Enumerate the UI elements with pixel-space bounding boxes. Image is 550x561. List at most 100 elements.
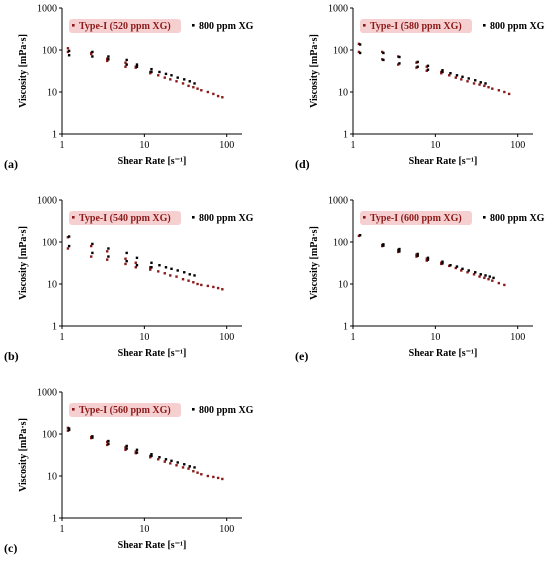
x-tick-label: 100 bbox=[510, 332, 525, 343]
data-point-type1 bbox=[454, 266, 457, 270]
data-point-type1 bbox=[206, 90, 210, 94]
data-point-type1 bbox=[196, 87, 199, 90]
chart-panel: 1 10 100 1000 1 10 100 Shear Rate [s⁻¹] Viscosit… bbox=[295, 196, 545, 364]
data-point-type1 bbox=[181, 466, 185, 469]
data-point-type1 bbox=[466, 271, 469, 274]
data-point-type1 bbox=[200, 473, 203, 476]
data-point-800ppm bbox=[150, 67, 153, 71]
x-tick-label: 100 bbox=[219, 524, 234, 535]
data-point-800ppm bbox=[135, 451, 139, 454]
data-point-800ppm bbox=[67, 49, 71, 53]
data-point-800ppm bbox=[382, 244, 385, 247]
y-tick-label: 1 bbox=[52, 514, 57, 525]
x-axis-title: Shear Rate [s⁻¹] bbox=[409, 348, 478, 359]
x-tick-label: 100 bbox=[219, 332, 234, 343]
legend-marker-type1 bbox=[72, 24, 75, 27]
data-point-800ppm bbox=[183, 463, 186, 466]
data-point-type1 bbox=[221, 477, 224, 481]
data-point-800ppm bbox=[461, 75, 464, 79]
y-tick-label: 10 bbox=[338, 280, 348, 291]
data-point-800ppm bbox=[107, 255, 110, 258]
x-axis-title: Shear Rate [s⁻¹] bbox=[118, 348, 187, 359]
data-point-type1 bbox=[89, 244, 93, 248]
data-point-type1 bbox=[497, 281, 501, 285]
y-axis-title: Viscosity [mPa·s] bbox=[309, 226, 320, 300]
data-point-800ppm bbox=[107, 247, 110, 250]
y-tick-label: 1000 bbox=[37, 196, 57, 207]
x-axis-title: Shear Rate [s⁻¹] bbox=[118, 156, 187, 167]
data-point-800ppm bbox=[467, 269, 470, 272]
data-point-type1 bbox=[212, 92, 215, 96]
data-point-800ppm bbox=[441, 260, 444, 263]
data-point-800ppm bbox=[188, 273, 191, 276]
data-point-type1 bbox=[187, 279, 190, 282]
data-point-800ppm bbox=[193, 274, 196, 277]
y-axis-title: Viscosity [mPa·s] bbox=[18, 418, 29, 492]
data-point-800ppm bbox=[107, 442, 110, 446]
data-point-type1 bbox=[187, 467, 190, 470]
data-point-type1 bbox=[163, 272, 166, 275]
data-point-800ppm bbox=[479, 81, 482, 84]
x-tick-label: 1 bbox=[60, 524, 65, 535]
y-tick-label: 1000 bbox=[328, 196, 348, 207]
legend-highlight bbox=[69, 403, 181, 417]
data-point-800ppm bbox=[67, 244, 71, 248]
data-point-800ppm bbox=[193, 466, 196, 469]
data-point-type1 bbox=[478, 83, 481, 86]
data-point-800ppm bbox=[426, 256, 430, 260]
legend-label-800ppm: 800 ppm XG bbox=[199, 21, 254, 32]
data-point-800ppm bbox=[135, 264, 139, 267]
panel-label: (b) bbox=[4, 349, 19, 363]
y-tick-label: 1 bbox=[52, 322, 57, 333]
y-tick-label: 1000 bbox=[37, 388, 57, 399]
legend-label-800ppm: 800 ppm XG bbox=[490, 213, 545, 224]
legend-label-800ppm: 800 ppm XG bbox=[199, 213, 254, 224]
data-point-800ppm bbox=[183, 78, 186, 81]
data-point-type1 bbox=[149, 456, 152, 459]
data-point-type1 bbox=[397, 248, 400, 252]
data-point-800ppm bbox=[441, 70, 444, 74]
data-point-800ppm bbox=[398, 250, 401, 253]
data-point-800ppm bbox=[107, 55, 110, 58]
data-point-800ppm bbox=[67, 235, 71, 238]
data-point-800ppm bbox=[91, 50, 94, 54]
data-point-800ppm bbox=[398, 62, 401, 65]
data-point-800ppm bbox=[455, 265, 459, 268]
data-point-800ppm bbox=[484, 82, 487, 85]
data-point-800ppm bbox=[164, 266, 168, 269]
data-point-800ppm bbox=[150, 70, 153, 74]
data-point-type1 bbox=[196, 282, 199, 286]
legend-highlight bbox=[69, 19, 181, 33]
data-point-800ppm bbox=[91, 436, 94, 439]
y-tick-label: 100 bbox=[333, 46, 348, 57]
legend-marker-800ppm bbox=[483, 24, 486, 27]
x-tick-label: 1 bbox=[351, 332, 356, 343]
data-point-800ppm bbox=[176, 461, 179, 464]
data-point-800ppm bbox=[158, 264, 161, 267]
data-point-800ppm bbox=[91, 242, 94, 246]
y-tick-label: 1 bbox=[343, 322, 348, 333]
data-point-800ppm bbox=[170, 74, 173, 77]
data-point-type1 bbox=[440, 72, 443, 75]
data-point-800ppm bbox=[416, 60, 419, 64]
data-point-type1 bbox=[397, 250, 400, 254]
chart-panel: 1 10 100 1000 1 10 100 Shear Rate [s⁻¹] Viscosit… bbox=[4, 4, 254, 172]
data-point-type1 bbox=[216, 94, 220, 98]
data-point-type1 bbox=[192, 281, 195, 284]
data-point-800ppm bbox=[91, 435, 94, 438]
legend-marker-800ppm bbox=[192, 216, 195, 219]
data-point-type1 bbox=[169, 78, 172, 81]
data-point-800ppm bbox=[150, 453, 153, 456]
data-point-type1 bbox=[157, 458, 160, 461]
data-point-type1 bbox=[66, 247, 70, 250]
y-tick-label: 10 bbox=[338, 88, 348, 99]
data-point-800ppm bbox=[125, 444, 128, 448]
y-tick-label: 100 bbox=[333, 238, 348, 249]
data-point-type1 bbox=[472, 82, 476, 85]
x-tick-label: 10 bbox=[430, 332, 440, 343]
data-point-type1 bbox=[134, 266, 137, 269]
data-point-type1 bbox=[106, 258, 109, 261]
panel-label: (a) bbox=[4, 157, 18, 171]
panel-label: (e) bbox=[295, 349, 308, 363]
